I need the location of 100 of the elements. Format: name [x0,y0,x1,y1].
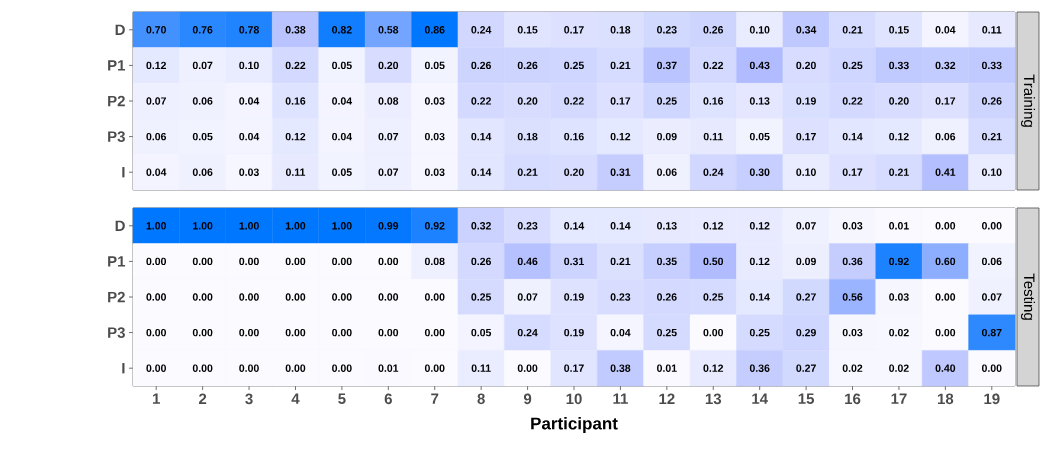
data-label: 0.03 [424,132,445,141]
data-label: 0.00 [192,364,213,372]
x-tick-label: 13 [705,393,722,405]
data-label: 0.29 [796,328,816,337]
data-label: 0.20 [564,168,584,176]
data-label: 0.43 [749,61,770,70]
data-label: 0.17 [842,168,863,176]
data-label: 0.60 [935,257,956,266]
data-label: 0.40 [935,364,956,372]
x-tick-label: 12 [659,393,675,404]
data-label: 0.06 [192,97,213,105]
y-tick-label: D [115,220,125,231]
data-label: 0.10 [239,61,259,70]
data-label: 0.17 [935,97,956,105]
data-label: 0.07 [378,132,399,141]
data-label: 0.00 [239,293,259,301]
data-label: 0.00 [239,257,259,266]
x-tick-label: 8 [477,393,485,405]
data-label: 0.22 [471,97,491,105]
data-label: 0.00 [146,364,167,372]
data-label: 0.25 [703,293,724,301]
data-label: 0.00 [285,257,306,266]
data-label: 0.33 [981,61,1002,70]
data-label: 0.19 [564,293,584,301]
data-label: 0.00 [332,257,352,266]
x-axis-title: Participant [531,417,618,433]
data-label: 0.06 [146,132,167,141]
data-label: 0.21 [842,26,863,34]
x-tick-label: 4 [291,393,300,404]
data-label: 0.03 [239,168,259,176]
data-label: 0.11 [703,132,723,141]
data-label: 0.00 [285,328,306,337]
data-label: 1.00 [239,222,259,230]
data-label: 0.04 [146,168,167,176]
data-label: 0.04 [610,328,631,337]
data-label: 0.00 [378,293,399,301]
data-label: 0.31 [610,168,631,176]
data-label: 0.02 [889,328,909,337]
x-tick-label: 16 [845,393,861,405]
data-label: 0.00 [192,328,213,337]
data-label: 0.36 [842,257,863,266]
data-label: 0.00 [332,364,352,372]
data-label: 0.05 [471,328,492,337]
data-label: 0.26 [657,293,677,301]
data-label: 0.36 [749,364,770,372]
data-label: 1.00 [285,222,306,230]
data-label: 0.12 [703,364,724,372]
data-label: 0.00 [935,222,956,230]
data-label: 0.12 [889,132,909,141]
data-label: 0.00 [146,257,167,266]
data-label: 0.06 [935,132,956,141]
data-label: 0.16 [564,132,584,141]
data-label: 0.12 [749,257,770,266]
data-label: 0.15 [517,26,538,34]
data-label: 0.00 [285,364,306,372]
data-label: 0.06 [657,168,677,176]
x-tick-label: 1 [152,393,160,404]
x-tick-label: 19 [984,393,1000,405]
data-label: 0.07 [796,222,816,230]
data-label: 0.17 [610,97,631,105]
data-label: 0.26 [981,97,1002,105]
data-label: 0.01 [889,222,909,230]
data-label: 0.08 [424,257,445,266]
data-label: 0.22 [285,61,306,70]
data-label: 0.03 [424,97,445,105]
data-label: 0.22 [842,97,863,105]
data-label: 0.02 [842,364,863,372]
data-label: 0.05 [192,132,213,141]
data-label: 0.00 [424,293,445,301]
data-label: 0.17 [796,132,816,141]
data-label: 0.09 [796,257,816,266]
data-label: 0.11 [285,168,306,176]
x-tick-label: 10 [566,393,582,405]
data-label: 0.21 [517,168,538,176]
data-label: 0.27 [796,293,816,301]
data-label: 0.05 [424,61,445,70]
data-label: 0.14 [471,168,492,176]
data-label: 0.00 [424,328,445,337]
data-label: 0.22 [703,61,724,70]
data-label: 0.00 [239,328,259,337]
text: Testing [1021,273,1035,320]
data-label: 0.07 [981,293,1002,301]
x-tick-label: 5 [338,393,346,404]
data-label: 0.20 [796,61,816,70]
data-label: 0.18 [517,132,538,141]
data-label: 0.00 [146,328,167,337]
y-tick-label: P1 [108,256,126,267]
data-label: 0.86 [424,26,445,34]
data-label: 0.12 [610,132,631,141]
data-label: 0.00 [981,364,1002,372]
data-label: 0.25 [842,61,863,70]
data-label: 0.05 [332,61,352,70]
data-label: 0.24 [471,26,492,34]
data-label: 0.16 [703,97,724,105]
data-label: 0.17 [564,364,584,372]
data-label: 0.92 [424,222,445,230]
data-label: 0.00 [192,257,213,266]
data-label: 0.00 [285,293,306,301]
data-label: 0.07 [192,61,213,70]
data-label: 0.17 [564,26,584,34]
